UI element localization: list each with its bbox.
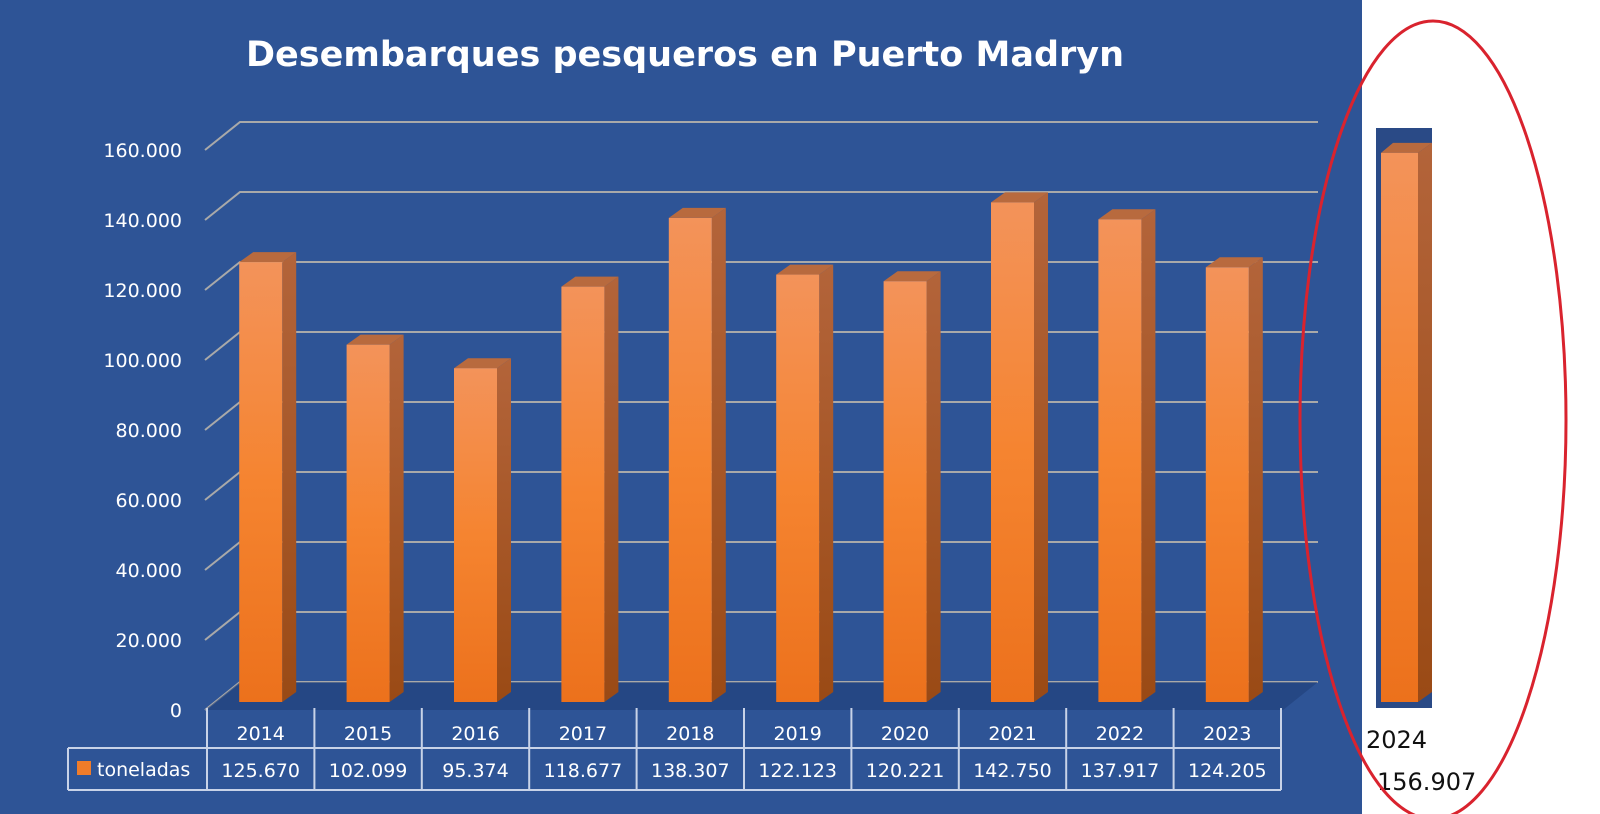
y-tick-label: 0	[170, 700, 182, 722]
x-tick-label: 2019	[774, 723, 822, 745]
bar-top	[1098, 209, 1156, 220]
bar-side	[1141, 209, 1156, 702]
data-label: 142.750	[973, 760, 1052, 782]
y-tick-label: 120.000	[103, 280, 182, 302]
gridline	[204, 191, 1318, 221]
bar-side	[1248, 257, 1263, 702]
highlight-ellipse	[1298, 19, 1568, 814]
bar-2016	[454, 358, 511, 702]
x-tick-label: 2016	[451, 723, 499, 745]
data-label: 118.677	[544, 760, 623, 782]
bar-top	[561, 276, 619, 287]
bar-front	[454, 368, 497, 702]
y-tick-label: 60.000	[116, 490, 182, 512]
bar-2015	[346, 334, 404, 702]
bar-top	[991, 192, 1048, 203]
annotation-category: 2024	[1366, 726, 1427, 754]
bar-top	[454, 358, 511, 369]
bar-2017	[561, 276, 619, 702]
bar-front	[883, 281, 927, 702]
bar-front	[668, 217, 712, 702]
y-tick-label: 100.000	[103, 350, 182, 372]
y-tick-label: 40.000	[116, 560, 182, 582]
x-tick-label: 2018	[666, 723, 714, 745]
bar-front	[239, 262, 283, 702]
data-label: 95.374	[442, 760, 508, 782]
x-tick-label: 2015	[344, 723, 392, 745]
bar-side	[389, 334, 404, 702]
x-tick-label: 2017	[559, 723, 607, 745]
x-tick-label: 2020	[881, 723, 929, 745]
bar-2019	[776, 264, 834, 702]
bar-side	[497, 358, 511, 702]
bar-2018	[668, 207, 726, 702]
bar-2023	[1205, 257, 1263, 702]
bar-top	[883, 271, 941, 282]
bar-2020	[883, 271, 941, 702]
data-label: 124.205	[1188, 760, 1267, 782]
gridline	[204, 121, 1318, 151]
bar-front	[991, 202, 1034, 702]
bar-top	[239, 252, 297, 263]
x-tick-label: 2014	[237, 723, 285, 745]
data-label: 120.221	[866, 760, 945, 782]
data-label: 138.307	[651, 760, 730, 782]
bar-front	[776, 274, 820, 702]
data-label: 125.670	[221, 760, 300, 782]
legend-swatch	[77, 761, 91, 775]
x-tick-label: 2023	[1203, 723, 1251, 745]
annotation-value: 156.907	[1377, 768, 1476, 796]
inset-bar-top	[1381, 142, 1432, 153]
bar-top	[1205, 257, 1263, 268]
legend-label: toneladas	[97, 759, 190, 781]
bar-front	[346, 344, 390, 702]
bar-side	[1034, 192, 1048, 702]
chart-title: Desembarques pesqueros en Puerto Madryn	[246, 35, 1124, 75]
bar-side	[926, 271, 941, 702]
bar-top	[668, 207, 726, 218]
data-label: 137.917	[1081, 760, 1160, 782]
bar-side	[604, 276, 619, 702]
y-tick-label: 160.000	[103, 140, 182, 162]
inset-bar-2024	[1381, 152, 1418, 702]
bar-front	[1098, 219, 1142, 702]
bar-front	[561, 286, 605, 702]
data-label: 122.123	[758, 760, 837, 782]
data-label: 102.099	[329, 760, 408, 782]
bar-side	[282, 252, 297, 702]
x-tick-label: 2022	[1096, 723, 1144, 745]
bar-side	[711, 207, 726, 702]
bar-top	[776, 264, 834, 275]
bar-2014	[239, 252, 297, 702]
bar-top	[346, 334, 404, 345]
y-tick-label: 140.000	[103, 210, 182, 232]
bar-2021	[991, 192, 1048, 702]
bar-side	[819, 264, 834, 702]
inset-bar-side	[1418, 142, 1432, 702]
x-tick-label: 2021	[988, 723, 1036, 745]
bar-front	[1205, 267, 1249, 702]
y-tick-label: 20.000	[116, 630, 182, 652]
bar-2022	[1098, 209, 1156, 702]
y-tick-label: 80.000	[116, 420, 182, 442]
